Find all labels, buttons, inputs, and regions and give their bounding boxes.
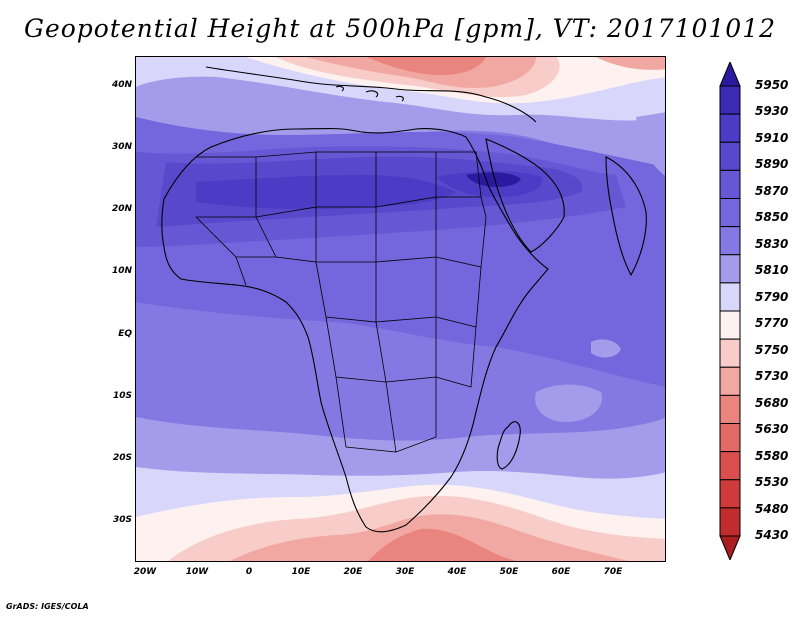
- colorbar-box-5790: [719, 282, 741, 312]
- lon-tick-10e: 10E: [291, 567, 311, 577]
- madagascar-coastline: [496, 421, 521, 470]
- lat-tick-eq: EQ: [118, 329, 132, 339]
- field-5810-east-edge: [636, 112, 665, 176]
- field-5810-east-patch-2: [591, 339, 621, 358]
- colorbar-box-5530: [719, 479, 741, 509]
- colorbar-label-5870: 5870: [755, 183, 789, 198]
- arabia-coastline: [485, 138, 565, 253]
- colorbar-box-5870: [719, 169, 741, 199]
- colorbar-box-5830: [719, 226, 741, 256]
- field-5730-north-east: [596, 57, 665, 70]
- lon-tick-20e: 20E: [343, 567, 363, 577]
- colorbar-label-5530: 5530: [755, 475, 789, 490]
- colorbar-label-5930: 5930: [755, 104, 789, 119]
- colorbar: [719, 62, 741, 560]
- lon-tick-60e: 60E: [551, 567, 571, 577]
- lon-tick-30e: 30E: [395, 567, 415, 577]
- lat-tick-40n: 40N: [111, 80, 132, 90]
- colorbar-box-5770: [719, 310, 741, 340]
- map-plot-area: [135, 56, 666, 562]
- lon-tick-40e: 40E: [447, 567, 467, 577]
- field-5910-core-1: [196, 175, 456, 210]
- colorbar-box-5930: [719, 85, 741, 115]
- lat-tick-10n: 10N: [111, 266, 132, 276]
- colorbar-label-5810: 5810: [755, 263, 789, 278]
- colorbar-label-5480: 5480: [755, 501, 789, 516]
- colorbar-box-5680: [719, 394, 741, 424]
- credit-text: GrADS: IGES/COLA: [6, 602, 89, 611]
- colorbar-box-5810: [719, 254, 741, 284]
- lon-tick-10w: 10W: [185, 567, 209, 577]
- india-coastline: [605, 156, 647, 277]
- lat-tick-10s: 10S: [112, 391, 132, 401]
- field-5810-east-patch: [535, 384, 602, 422]
- colorbar-label-5770: 5770: [755, 316, 789, 331]
- colorbar-label-5750: 5750: [755, 342, 789, 357]
- country-borders: [195, 151, 487, 453]
- lat-tick-30s: 30S: [112, 515, 132, 525]
- colorbar-label-5580: 5580: [755, 448, 789, 463]
- lon-tick-0: 0: [245, 567, 253, 577]
- colorbar-box-5730: [719, 366, 741, 396]
- colorbar-box-5910: [719, 113, 741, 143]
- map-title: Geopotential Height at 500hPa [gpm], VT:…: [23, 14, 777, 43]
- lat-tick-30n: 30N: [111, 142, 132, 152]
- colorbar-label-5790: 5790: [755, 289, 789, 304]
- lon-tick-20w: 20W: [133, 567, 157, 577]
- colorbar-label-5830: 5830: [755, 236, 789, 251]
- colorbar-label-5630: 5630: [755, 422, 789, 437]
- lon-tick-50e: 50E: [499, 567, 519, 577]
- field-5680-south: [367, 528, 517, 561]
- geopotential-field: [136, 57, 665, 561]
- colorbar-label-5430: 5430: [755, 528, 789, 542]
- colorbar-box-5750: [719, 338, 741, 368]
- lon-tick-70e: 70E: [603, 567, 623, 577]
- colorbar-top-triangle: [719, 62, 741, 87]
- field-5680-north: [366, 57, 486, 75]
- colorbar-box-5890: [719, 141, 741, 171]
- lat-tick-20n: 20N: [111, 204, 132, 214]
- colorbar-label-5680: 5680: [755, 395, 789, 410]
- colorbar-box-5580: [719, 451, 741, 481]
- colorbar-label-5850: 5850: [755, 210, 789, 225]
- africa-coastline: [161, 127, 549, 533]
- coastline-outline: [161, 66, 647, 533]
- colorbar-bottom-triangle: [719, 535, 741, 560]
- colorbar-label-5950: 5950: [755, 78, 789, 92]
- colorbar-box-5480: [719, 507, 741, 537]
- colorbar-box-5850: [719, 198, 741, 228]
- colorbar-label-5890: 5890: [755, 157, 789, 172]
- colorbar-label-5730: 5730: [755, 369, 789, 384]
- lat-tick-20s: 20S: [112, 453, 132, 463]
- colorbar-box-5630: [719, 423, 741, 453]
- mediterranean-islands: [335, 85, 404, 102]
- europe-coastline: [205, 66, 537, 123]
- colorbar-label-5910: 5910: [755, 130, 789, 145]
